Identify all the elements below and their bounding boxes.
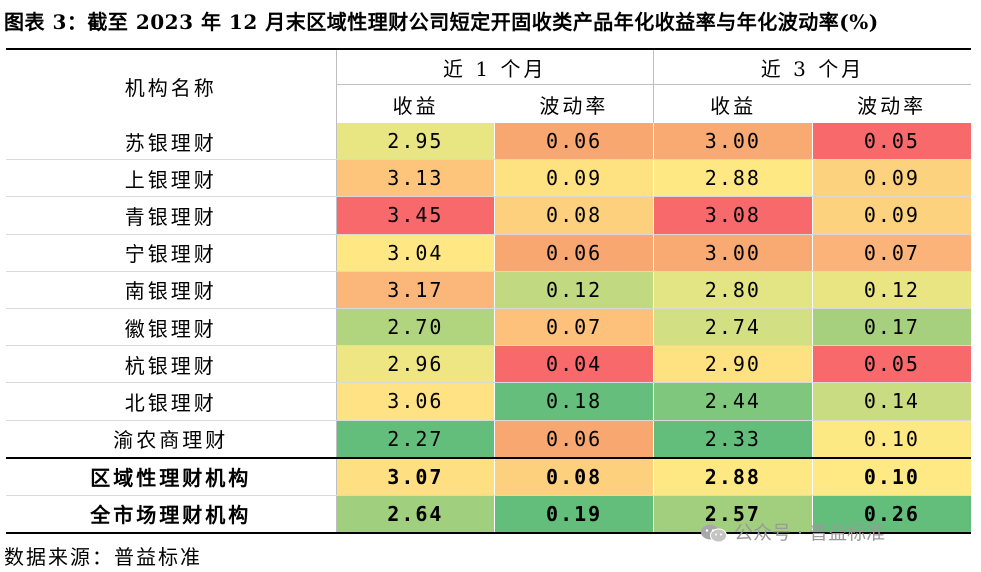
table-row: 上银理财 3.13 0.09 2.88 0.09	[6, 159, 972, 198]
source-note: 数据来源：普益标准	[4, 545, 202, 569]
watermark: 公众号 · 普益标准	[700, 518, 885, 545]
table-row: 青银理财 3.45 0.08 3.08 0.09	[6, 196, 972, 235]
value-cell: 3.00	[653, 123, 813, 161]
header-group-3m: 近 3 个月	[653, 49, 972, 85]
institution-name: 青银理财	[6, 196, 337, 235]
value-cell: 3.17	[335, 271, 495, 309]
table-row: 宁银理财 3.04 0.06 3.00 0.07	[6, 234, 972, 272]
institution-name: 全市场理财机构	[6, 495, 337, 534]
value-cell: 3.06	[335, 382, 495, 421]
value-cell: 0.06	[494, 123, 654, 161]
value-cell: 0.05	[811, 123, 972, 161]
data-table-container: 机构名称 近 1 个月 近 3 个月 收益 波动率 收益 波动率 苏银理财 2.9…	[6, 48, 972, 535]
value-cell: 0.05	[811, 345, 972, 384]
value-cell: 2.33	[653, 420, 813, 459]
watermark-text: 公众号 · 普益标准	[734, 522, 886, 544]
header-institution-name: 机构名称	[6, 49, 337, 123]
value-cell: 0.09	[494, 159, 654, 198]
table-row: 苏银理财 2.95 0.06 3.00 0.05	[6, 123, 972, 161]
table-row: 渝农商理财 2.27 0.06 2.33 0.10	[6, 420, 972, 459]
institution-name: 区域性理财机构	[6, 456, 337, 496]
value-cell: 0.12	[494, 271, 654, 309]
aggregate-row: 全市场理财机构 2.64 0.19 2.57 0.26	[6, 495, 972, 534]
header-subcol: 收益	[653, 84, 813, 123]
value-cell: 3.04	[335, 234, 495, 272]
value-cell: 3.08	[653, 196, 813, 235]
institution-name: 徽银理财	[6, 308, 337, 347]
institution-name: 南银理财	[6, 271, 337, 309]
value-cell: 0.10	[811, 420, 972, 459]
value-cell: 0.26	[811, 495, 972, 534]
value-cell: 0.07	[811, 234, 972, 272]
value-cell: 2.88	[653, 456, 813, 496]
institution-name: 北银理财	[6, 382, 337, 421]
value-cell: 3.07	[335, 456, 495, 496]
value-cell: 2.80	[653, 271, 813, 309]
data-table: 机构名称 近 1 个月 近 3 个月 收益 波动率 收益 波动率 苏银理财 2.9…	[6, 48, 972, 535]
value-cell: 3.45	[335, 196, 495, 235]
institution-name: 渝农商理财	[6, 420, 337, 459]
value-cell: 3.00	[653, 234, 813, 272]
value-cell: 0.18	[494, 382, 654, 421]
value-cell: 2.44	[653, 382, 813, 421]
value-cell: 2.64	[335, 495, 495, 534]
value-cell: 0.14	[811, 382, 972, 421]
table-body: 苏银理财 2.95 0.06 3.00 0.05 上银理财 3.13 0.09 2.88 0.09…	[6, 123, 972, 534]
institution-name: 上银理财	[6, 159, 337, 198]
wechat-icon	[701, 524, 727, 543]
page-title: 图表 3：截至 2023 年 12 月末区域性理财公司短定开固收类产品年化收益率…	[4, 10, 879, 34]
value-cell: 2.96	[335, 345, 495, 384]
value-cell: 2.88	[653, 159, 813, 198]
value-cell: 0.06	[494, 420, 654, 459]
value-cell: 0.17	[811, 308, 972, 347]
header-subcol: 波动率	[539, 93, 609, 118]
value-cell: 0.08	[494, 196, 654, 235]
value-cell: 2.74	[653, 308, 813, 347]
value-cell: 0.10	[811, 456, 972, 496]
table-row: 南银理财 3.17 0.12 2.80 0.12	[6, 271, 972, 309]
value-cell: 2.95	[335, 123, 495, 161]
aggregate-row: 区域性理财机构 3.07 0.08 2.88 0.10	[6, 456, 972, 496]
value-cell: 2.57	[653, 495, 813, 534]
institution-name: 杭银理财	[6, 345, 337, 384]
header-subcol: 波动率	[857, 93, 927, 118]
value-cell: 0.06	[494, 234, 654, 272]
institution-name: 苏银理财	[6, 123, 337, 161]
value-cell: 3.13	[335, 159, 495, 198]
value-cell: 2.27	[335, 420, 495, 459]
table-row: 杭银理财 2.96 0.04 2.90 0.05	[6, 345, 972, 384]
value-cell: 0.04	[494, 345, 654, 384]
table-row: 徽银理财 2.70 0.07 2.74 0.17	[6, 308, 972, 347]
header-subcol: 收益	[392, 93, 439, 118]
institution-name: 宁银理财	[6, 234, 337, 272]
value-cell: 0.09	[811, 196, 972, 235]
table-row: 北银理财 3.06 0.18 2.44 0.14	[6, 382, 972, 421]
value-cell: 0.09	[811, 159, 972, 198]
value-cell: 0.07	[494, 308, 654, 347]
header-group-1m: 近 1 个月	[336, 49, 654, 85]
value-cell: 2.70	[335, 308, 495, 347]
value-cell: 0.08	[494, 456, 654, 496]
value-cell: 0.19	[494, 495, 654, 534]
value-cell: 2.90	[653, 345, 813, 384]
value-cell: 0.12	[811, 271, 972, 309]
